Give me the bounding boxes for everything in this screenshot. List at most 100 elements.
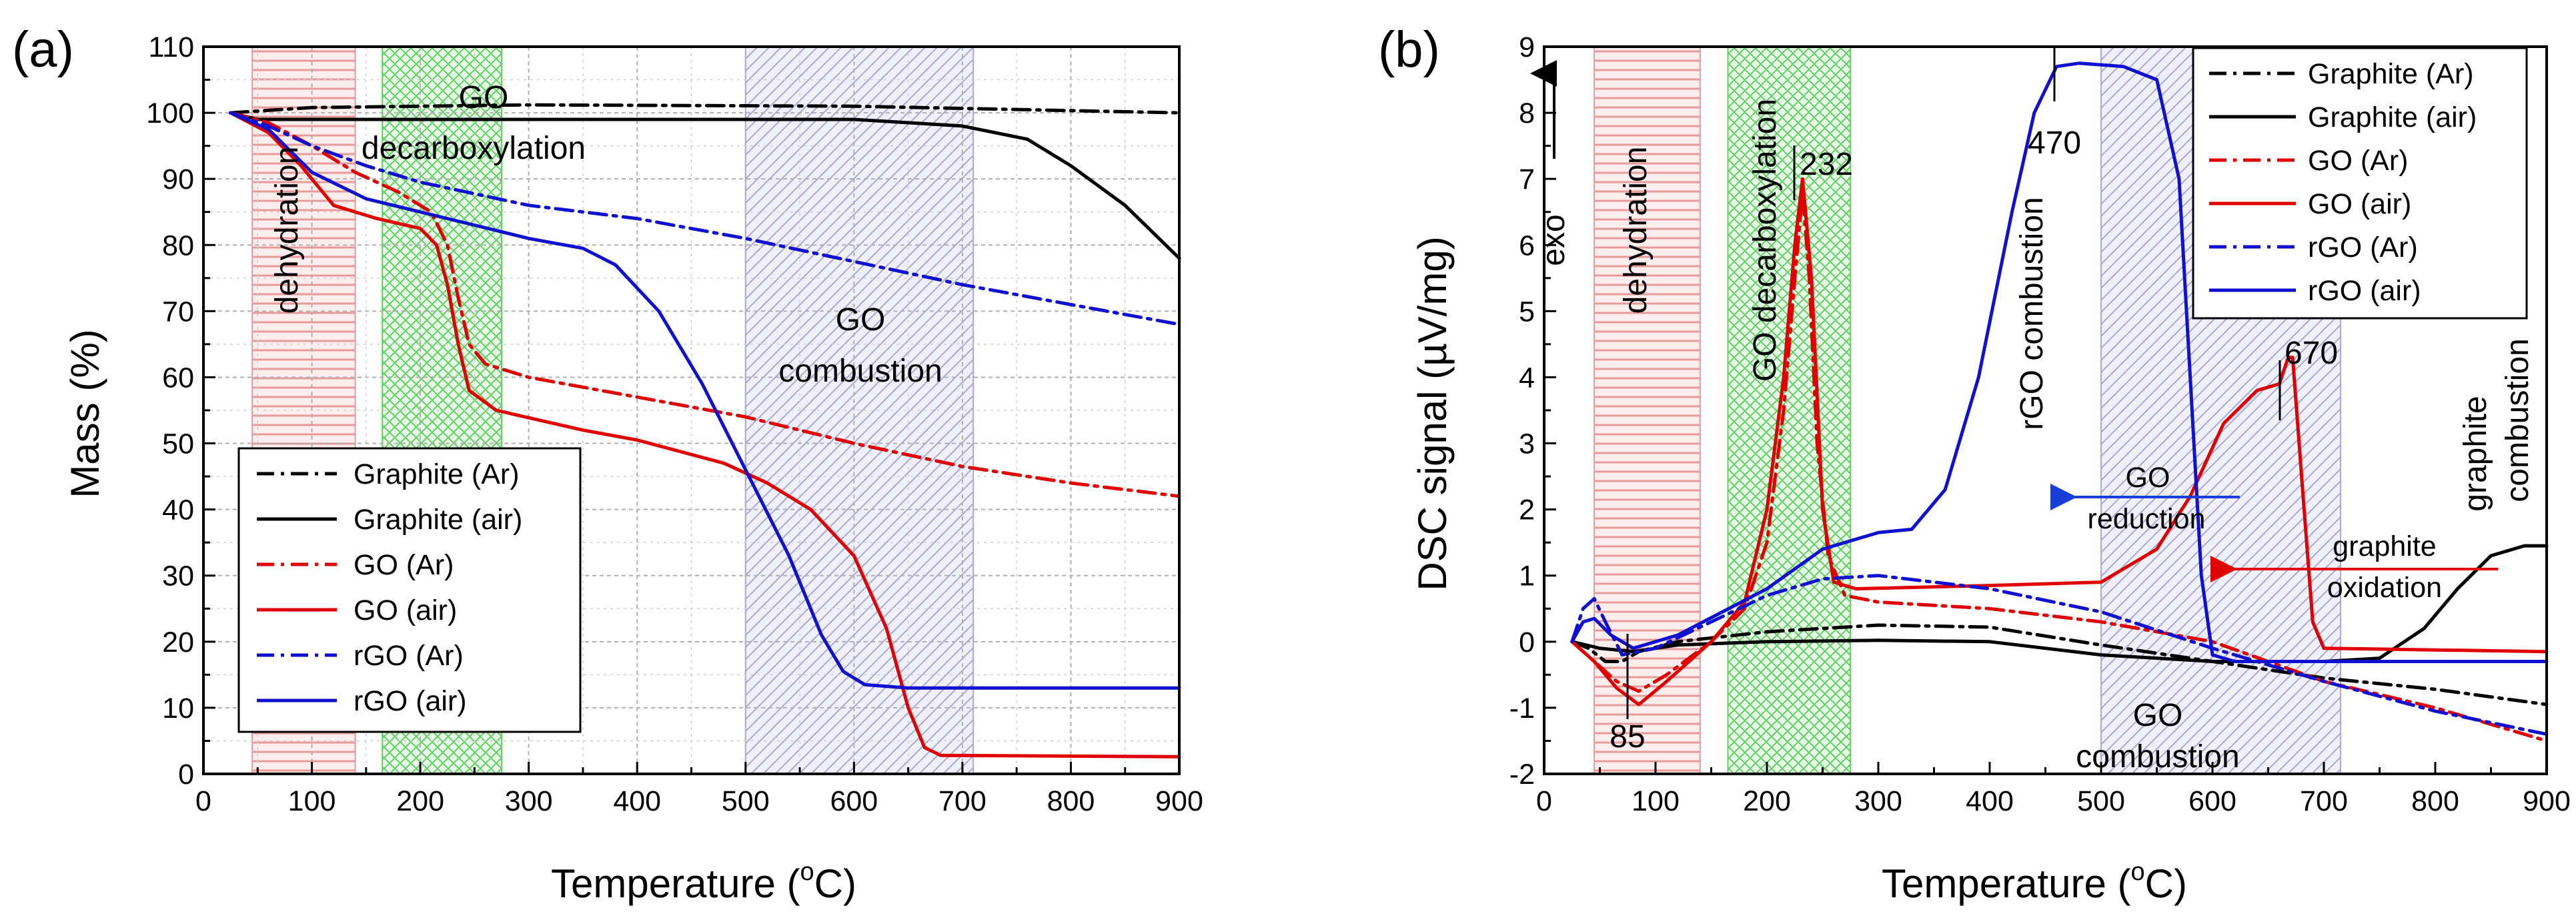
legend-label: GO (air)	[2308, 188, 2411, 220]
x-tick-label: 900	[1155, 785, 1203, 817]
legend-label: GO (air)	[354, 594, 457, 626]
panel-a-decarb-label-line1: GO	[459, 80, 509, 115]
panel-b-bands	[1593, 46, 2342, 775]
panel-b-graphite-combustion-line2: combustion	[2500, 338, 2535, 502]
panel-a-y-axis-title: Mass (%)	[63, 329, 107, 498]
y-tick-label: 10	[162, 693, 194, 725]
panel-b-go-reduction-line2: reduction	[2088, 503, 2206, 535]
y-tick-label: 7	[1519, 163, 1535, 195]
panel-a-series	[229, 103, 1181, 759]
legend-label: Graphite (air)	[2308, 101, 2477, 133]
x-tick-label: 200	[396, 785, 444, 817]
panel-a-ticks: 0 100 200 300 400 500 600 700 800 900 0 10 20 30 40 50 6…	[146, 31, 1203, 817]
panel-b-rgo-combustion-label: rGO combustion	[2014, 197, 2050, 430]
series-line-rgo-ar	[229, 111, 1181, 326]
x-tick-label: 900	[2523, 785, 2571, 817]
x-tick-label: 800	[2411, 785, 2459, 817]
panel-a-decarb-label-line2: decarboxylation	[362, 131, 586, 166]
series-line-go-ar	[229, 111, 1181, 498]
x-tick-label: 300	[1854, 785, 1902, 817]
panel-a-legend: Graphite (Ar) Graphite (air) GO (Ar) GO (ai…	[237, 447, 582, 733]
panel-b-graphite-combustion-line1: graphite	[2458, 396, 2493, 511]
y-tick-label: 3	[1519, 428, 1535, 460]
y-tick-label: 4	[1519, 362, 1535, 394]
y-tick-label: 90	[162, 163, 194, 195]
panel-a-x-axis-title: Temperature (oC)	[551, 858, 856, 906]
legend-label: Graphite (Ar)	[354, 458, 520, 490]
legend-label: rGO (air)	[2308, 275, 2421, 307]
x-tick-label: 100	[288, 785, 336, 817]
panel-b-x-axis-title: Temperature (oC)	[1882, 858, 2187, 906]
legend-label: Graphite (air)	[354, 504, 522, 536]
band-dehydration	[1593, 46, 1701, 775]
panel-b-go-combustion-line2: combustion	[2076, 739, 2239, 775]
series-line-graphite-air	[229, 111, 1181, 260]
series-line-go-ar	[1570, 190, 2549, 743]
panel-b-y-axis-title: DSC signal (µV/mg)	[1410, 236, 1455, 590]
panel-a-mass-chart: (a) 0 100 200 300 400 500 600 700 800 900 0 10 20 30 4…	[12, 21, 1203, 906]
x-tick-label: 300	[505, 785, 553, 817]
panel-b-tag: (b)	[1378, 21, 1440, 78]
panel-b-peak-470-label: 470	[2028, 125, 2081, 161]
y-tick-label: -2	[1509, 759, 1535, 791]
legend-label: GO (Ar)	[354, 549, 454, 581]
y-tick-label: 1	[1519, 560, 1535, 592]
legend-label: rGO (Ar)	[2308, 232, 2418, 264]
panel-b-go-reduction-line1: GO	[2126, 462, 2170, 494]
x-tick-label: 400	[1966, 785, 2014, 817]
series-line-graphite-ar	[229, 103, 1181, 115]
y-tick-label: 40	[162, 494, 194, 526]
panel-b-legend: Graphite (Ar) Graphite (air) GO (Ar) GO (ai…	[2192, 47, 2528, 320]
y-tick-label: 0	[178, 759, 194, 791]
y-tick-label: 6	[1519, 230, 1535, 262]
series-line-rgo-air	[229, 111, 1181, 690]
panel-b-peak-85-label: 85	[1609, 719, 1645, 755]
x-tick-label: 800	[1047, 785, 1095, 817]
panel-a-combustion-label-line1: GO	[836, 302, 886, 338]
x-tick-label: 100	[1632, 785, 1680, 817]
y-tick-label: 5	[1519, 296, 1535, 328]
y-tick-label: 2	[1519, 494, 1535, 526]
panel-a-tag: (a)	[12, 21, 74, 78]
x-tick-label: 500	[2077, 785, 2125, 817]
x-tick-label: 500	[722, 785, 770, 817]
band-decarboxylation	[1727, 46, 1852, 775]
legend-label: rGO (air)	[354, 685, 467, 717]
x-tick-label: 200	[1743, 785, 1791, 817]
panel-b-graphite-oxidation-line1: graphite	[2333, 530, 2436, 562]
y-tick-label: 20	[162, 626, 194, 658]
x-tick-label: 700	[2300, 785, 2348, 817]
legend-label: rGO (Ar)	[354, 640, 464, 672]
x-tick-label: 0	[1536, 785, 1552, 817]
panel-a-dehydration-label: dehydration	[269, 147, 305, 314]
series-line-go-air	[1570, 177, 2549, 707]
x-tick-label: 600	[830, 785, 878, 817]
legend-label: Graphite (Ar)	[2308, 58, 2474, 90]
legend-label: GO (Ar)	[2308, 145, 2408, 177]
y-tick-label: 30	[162, 560, 194, 592]
y-tick-label: -1	[1509, 693, 1535, 725]
panel-b-series	[1570, 61, 2549, 743]
panel-b-decarb-label: GO decarboxylation	[1748, 99, 1783, 382]
y-tick-label: 110	[148, 31, 194, 63]
panel-b-peak-670-label: 670	[2285, 336, 2338, 371]
x-tick-label: 0	[195, 785, 211, 817]
panel-b-exo-label: exo	[1536, 214, 1571, 266]
y-tick-label: 8	[1519, 97, 1535, 129]
panel-b-ticks: 0 100 200 300 400 500 600 700 800 900-2-101234567…	[1509, 31, 2571, 817]
series-line-rgo-ar	[1570, 574, 2549, 736]
series-line-go-air	[229, 111, 1181, 759]
y-tick-label: 80	[162, 230, 194, 262]
y-tick-label: 0	[1519, 626, 1535, 658]
panel-b-go-combustion-line1: GO	[2133, 698, 2183, 733]
y-tick-label: 60	[162, 362, 194, 394]
y-tick-label: 70	[162, 296, 194, 328]
y-tick-label: 9	[1519, 31, 1535, 63]
x-tick-label: 700	[938, 785, 987, 817]
x-tick-label: 600	[2188, 785, 2236, 817]
panel-b-dehydration-label: dehydration	[1618, 147, 1654, 314]
panel-b-dsc-chart: (b) 0 100 200 300 400 500 600 700 800 900 -2 -1 0 1 2 3…	[1378, 21, 2571, 906]
y-tick-label: 100	[146, 97, 194, 129]
series-line-rgo-air	[1570, 61, 2549, 663]
